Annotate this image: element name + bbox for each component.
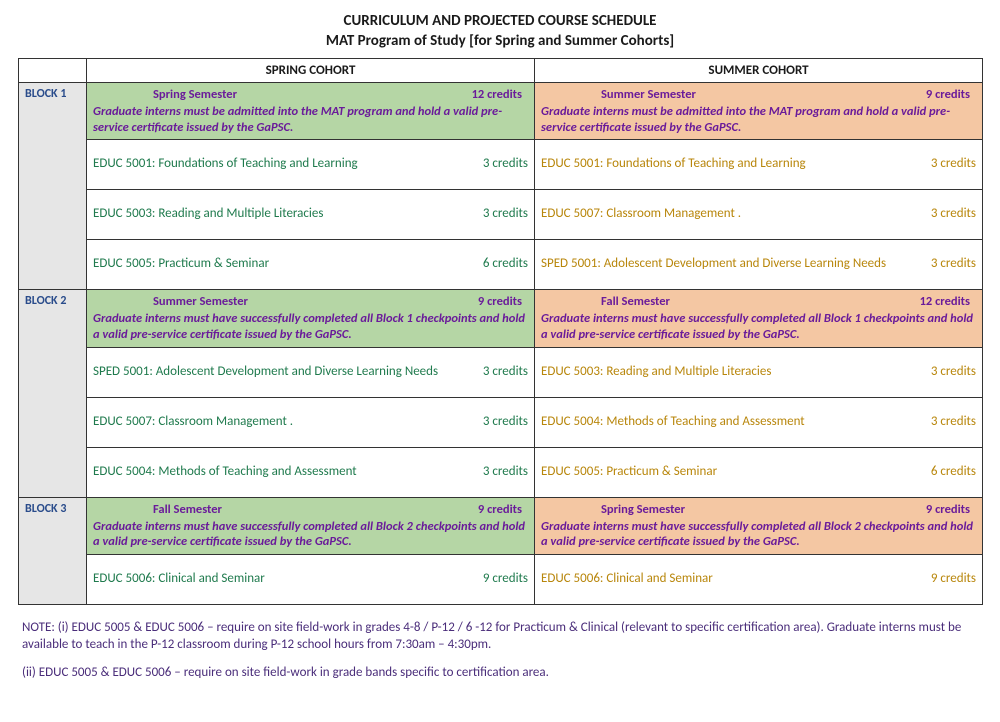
semester-credits: 12 credits: [920, 294, 970, 309]
course-credits: 9 credits: [931, 571, 976, 586]
course-name: EDUC 5001: Foundations of Teaching and L…: [541, 156, 921, 171]
course-credits: 3 credits: [931, 206, 976, 221]
course-credits: 6 credits: [483, 256, 528, 271]
course-cell: EDUC 5006: Clinical and Seminar 9 credits: [87, 554, 535, 604]
block-label: BLOCK 2: [19, 290, 87, 497]
semester-credits: 9 credits: [478, 502, 522, 517]
course-name: EDUC 5001: Foundations of Teaching and L…: [93, 156, 473, 171]
course-credits: 3 credits: [483, 414, 528, 429]
course-name: EDUC 5007: Classroom Management .: [541, 206, 921, 221]
course-cell: EDUC 5003: Reading and Multiple Literaci…: [87, 190, 535, 240]
page-title: CURRICULUM AND PROJECTED COURSE SCHEDULE: [18, 12, 982, 30]
course-name: EDUC 5003: Reading and Multiple Literaci…: [541, 364, 921, 379]
course-name: EDUC 5004: Methods of Teaching and Asses…: [541, 414, 921, 429]
course-credits: 3 credits: [931, 364, 976, 379]
semester-name: Spring Semester: [153, 87, 237, 102]
block-header-spring: Summer Semester 9 credits Graduate interns…: [87, 290, 535, 347]
semester-requirement: Graduate interns must have successfully …: [93, 311, 528, 342]
semester-requirement: Graduate interns must have successfully …: [93, 519, 528, 550]
footnotes: NOTE: (i) EDUC 5005 & EDUC 5006 – requir…: [18, 619, 982, 682]
semester-name: Fall Semester: [153, 502, 222, 517]
course-cell: EDUC 5007: Classroom Management . 3 credi…: [87, 397, 535, 447]
semester-requirement: Graduate interns must be admitted into t…: [93, 104, 528, 135]
course-cell: SPED 5001: Adolescent Development and Di…: [87, 347, 535, 397]
course-cell: EDUC 5004: Methods of Teaching and Asses…: [87, 447, 535, 497]
spring-cohort-header: SPRING COHORT: [87, 59, 535, 83]
schedule-table: SPRING COHORTSUMMER COHORTBLOCK 1Spring …: [18, 58, 983, 605]
course-name: EDUC 5005: Practicum & Seminar: [541, 464, 921, 479]
course-credits: 3 credits: [931, 156, 976, 171]
semester-name: Summer Semester: [601, 87, 696, 102]
footnote: NOTE: (i) EDUC 5005 & EDUC 5006 – requir…: [22, 619, 978, 654]
course-name: EDUC 5006: Clinical and Seminar: [541, 571, 921, 586]
course-credits: 3 credits: [931, 256, 976, 271]
semester-name: Fall Semester: [601, 294, 670, 309]
course-name: EDUC 5007: Classroom Management .: [93, 414, 473, 429]
semester-credits: 9 credits: [478, 294, 522, 309]
course-credits: 9 credits: [483, 571, 528, 586]
semester-name: Summer Semester: [153, 294, 248, 309]
course-cell: EDUC 5007: Classroom Management . 3 credi…: [535, 190, 983, 240]
semester-name: Spring Semester: [601, 502, 685, 517]
semester-credits: 9 credits: [926, 502, 970, 517]
footnote: (ii) EDUC 5005 & EDUC 5006 – require on …: [22, 664, 978, 682]
block-header-summer: Fall Semester 12 credits Graduate interns …: [535, 290, 983, 347]
course-credits: 6 credits: [931, 464, 976, 479]
course-name: SPED 5001: Adolescent Development and Di…: [541, 256, 921, 271]
course-credits: 3 credits: [483, 156, 528, 171]
course-credits: 3 credits: [483, 464, 528, 479]
summer-cohort-header: SUMMER COHORT: [535, 59, 983, 83]
course-cell: SPED 5001: Adolescent Development and Di…: [535, 240, 983, 290]
course-credits: 3 credits: [931, 414, 976, 429]
course-cell: EDUC 5003: Reading and Multiple Literaci…: [535, 347, 983, 397]
course-cell: EDUC 5005: Practicum & Seminar 6 credits: [535, 447, 983, 497]
semester-credits: 12 credits: [472, 87, 522, 102]
block-label: BLOCK 1: [19, 83, 87, 290]
semester-requirement: Graduate interns must be admitted into t…: [541, 104, 976, 135]
semester-credits: 9 credits: [926, 87, 970, 102]
course-cell: EDUC 5001: Foundations of Teaching and L…: [535, 140, 983, 190]
course-name: EDUC 5003: Reading and Multiple Literaci…: [93, 206, 473, 221]
course-cell: EDUC 5006: Clinical and Seminar 9 credits: [535, 554, 983, 604]
course-cell: EDUC 5004: Methods of Teaching and Asses…: [535, 397, 983, 447]
block-header-summer: Summer Semester 9 credits Graduate interns…: [535, 83, 983, 140]
block-header-spring: Fall Semester 9 credits Graduate interns m…: [87, 497, 535, 554]
block-label: BLOCK 3: [19, 497, 87, 604]
course-name: SPED 5001: Adolescent Development and Di…: [93, 364, 473, 379]
semester-requirement: Graduate interns must have successfully …: [541, 311, 976, 342]
page-subtitle: MAT Program of Study [for Spring and Sum…: [18, 32, 982, 50]
course-name: EDUC 5006: Clinical and Seminar: [93, 571, 473, 586]
course-credits: 3 credits: [483, 364, 528, 379]
course-name: EDUC 5004: Methods of Teaching and Asses…: [93, 464, 473, 479]
course-credits: 3 credits: [483, 206, 528, 221]
course-cell: EDUC 5001: Foundations of Teaching and L…: [87, 140, 535, 190]
course-name: EDUC 5005: Practicum & Seminar: [93, 256, 473, 271]
block-header-spring: Spring Semester 12 credits Graduate intern…: [87, 83, 535, 140]
course-cell: EDUC 5005: Practicum & Seminar 6 credits: [87, 240, 535, 290]
semester-requirement: Graduate interns must have successfully …: [541, 519, 976, 550]
block-header-summer: Spring Semester 9 credits Graduate interns…: [535, 497, 983, 554]
